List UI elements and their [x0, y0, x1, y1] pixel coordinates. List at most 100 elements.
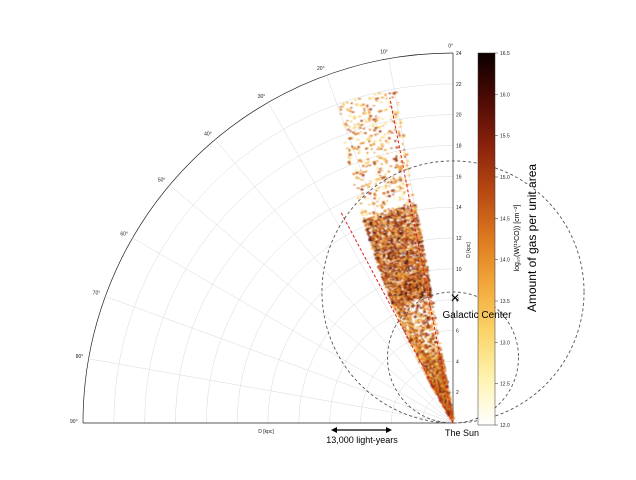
- emission-cell: [381, 277, 385, 281]
- emission-cell: [418, 361, 420, 363]
- emission-cell: [360, 209, 364, 211]
- emission-cell: [396, 104, 400, 106]
- emission-cell: [414, 313, 417, 315]
- emission-cell: [380, 268, 384, 271]
- emission-cell: [421, 282, 425, 284]
- emission-cell: [398, 126, 402, 128]
- emission-cell: [386, 220, 390, 223]
- emission-cell: [400, 216, 404, 219]
- emission-cell: [405, 319, 408, 321]
- emission-cell: [406, 205, 409, 208]
- emission-cell: [424, 323, 427, 326]
- emission-cell: [420, 329, 422, 332]
- emission-cell: [399, 221, 403, 224]
- emission-cell: [417, 283, 421, 285]
- emission-cell: [382, 187, 386, 190]
- emission-cell: [424, 314, 427, 317]
- emission-cell: [386, 190, 390, 194]
- emission-cell: [404, 239, 407, 242]
- emission-cell: [419, 238, 423, 241]
- emission-cell: [427, 285, 431, 287]
- emission-cell: [389, 223, 393, 226]
- emission-cell: [395, 242, 398, 244]
- emission-cell: [422, 322, 425, 325]
- emission-cell: [401, 254, 404, 255]
- emission-cell: [388, 251, 392, 254]
- emission-cell: [410, 305, 413, 307]
- emission-cell: [408, 238, 412, 241]
- emission-cell: [416, 331, 419, 333]
- emission-cell: [392, 193, 395, 196]
- emission-cell: [430, 369, 433, 371]
- emission-cell: [433, 389, 437, 393]
- emission-cell: [405, 289, 408, 292]
- emission-cell: [394, 260, 397, 262]
- emission-cell: [415, 210, 418, 213]
- emission-cell: [342, 103, 345, 106]
- emission-cell: [403, 177, 407, 181]
- emission-cell: [421, 251, 424, 253]
- emission-cell: [389, 258, 392, 261]
- emission-cell: [410, 262, 414, 265]
- emission-cell: [396, 233, 399, 235]
- emission-cell: [436, 365, 439, 368]
- emission-cell: [399, 305, 402, 308]
- emission-cell: [375, 133, 379, 135]
- emission-cell: [414, 226, 417, 228]
- emission-cells: [339, 91, 455, 421]
- scale-bar-left-arrow: [331, 427, 337, 433]
- emission-cell: [419, 251, 423, 254]
- emission-cell: [369, 117, 372, 119]
- emission-cell: [413, 300, 416, 302]
- emission-cell: [373, 129, 377, 132]
- emission-cell: [414, 286, 418, 289]
- emission-cell: [411, 269, 415, 271]
- emission-cell: [399, 156, 402, 159]
- emission-cell: [422, 262, 426, 265]
- emission-cell: [382, 249, 384, 251]
- emission-cell: [437, 349, 440, 351]
- emission-cell: [387, 224, 389, 227]
- emission-cell: [365, 165, 368, 168]
- emission-cell: [416, 287, 419, 291]
- emission-cell: [392, 268, 395, 271]
- radial-tick-label: 22: [456, 82, 462, 88]
- emission-cell: [373, 225, 377, 227]
- emission-cell: [346, 120, 349, 122]
- colorbar-tick-label: 13.0: [500, 340, 510, 346]
- emission-cell: [362, 112, 365, 115]
- emission-cell: [417, 289, 421, 293]
- emission-cell: [400, 324, 403, 326]
- emission-cell: [416, 294, 420, 297]
- emission-cell: [367, 165, 371, 167]
- emission-cell: [427, 311, 429, 314]
- emission-cell: [394, 279, 397, 282]
- emission-cell: [382, 221, 385, 224]
- emission-cell: [377, 97, 379, 100]
- emission-cell: [403, 299, 405, 301]
- emission-cell: [371, 244, 374, 247]
- emission-cell: [385, 182, 389, 184]
- emission-cell: [381, 176, 384, 180]
- scale-bar-right-arrow: [386, 427, 392, 433]
- emission-cell: [372, 211, 376, 214]
- emission-cell: [404, 277, 407, 280]
- emission-cell: [388, 185, 392, 187]
- emission-cell: [347, 156, 350, 158]
- emission-cell: [407, 323, 409, 325]
- emission-cell: [416, 236, 420, 239]
- emission-cell: [422, 249, 425, 251]
- emission-cell: [398, 134, 401, 137]
- emission-cell: [385, 232, 388, 234]
- emission-cell: [428, 372, 431, 374]
- emission-cell: [385, 285, 389, 288]
- emission-cell: [389, 246, 393, 249]
- emission-cell: [395, 115, 398, 119]
- emission-cell: [378, 267, 382, 270]
- emission-cell: [425, 332, 428, 335]
- emission-cell: [386, 245, 389, 248]
- emission-cell: [409, 310, 412, 312]
- emission-cell: [398, 216, 400, 220]
- emission-cell: [360, 170, 362, 172]
- emission-cell: [383, 109, 387, 112]
